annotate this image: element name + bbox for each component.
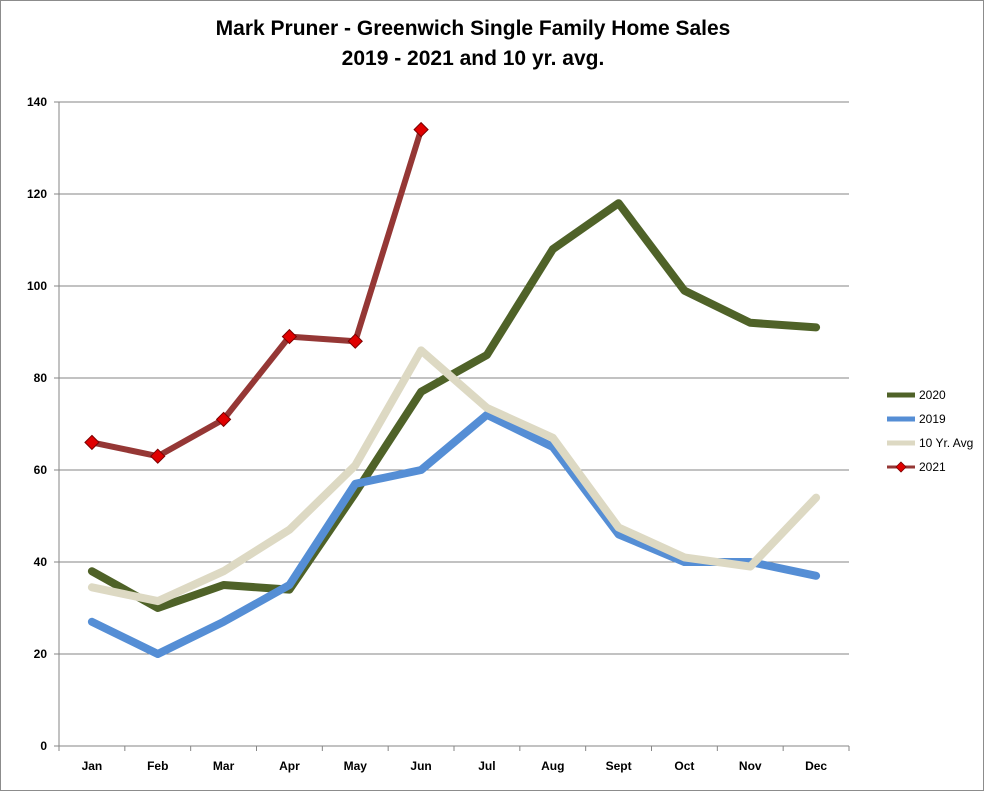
- x-tick-label: Aug: [541, 759, 564, 773]
- x-tick-label: Jun: [410, 759, 431, 773]
- y-tick-label: 140: [27, 95, 47, 109]
- legend-label: 10 Yr. Avg: [919, 436, 973, 450]
- series-line-10-yr-avg: [87, 346, 821, 606]
- data-point-2021: [150, 448, 166, 464]
- x-tick-label: Apr: [279, 759, 300, 773]
- series-line-2019: [87, 410, 821, 658]
- y-tick-label: 80: [34, 371, 48, 385]
- y-tick-label: 40: [34, 555, 48, 569]
- x-tick-label: Mar: [213, 759, 235, 773]
- series-markers: [84, 121, 429, 464]
- axes: [54, 101, 850, 751]
- x-tick-label: Jan: [82, 759, 103, 773]
- y-tick-label: 20: [34, 647, 48, 661]
- data-point-2021: [347, 333, 363, 349]
- tick-labels: 0 20 40 60 80 100 120 140 Jan Feb Mar Apr May Jun Jul A…: [27, 95, 827, 773]
- legend-marker: [895, 461, 907, 473]
- series-line-2021: [88, 126, 425, 460]
- x-tick-label: Oct: [674, 759, 694, 773]
- chart-title: Mark Pruner - Greenwich Single Family Ho…: [215, 17, 731, 40]
- legend-label: 2021: [919, 460, 946, 474]
- y-tick-label: 100: [27, 279, 47, 293]
- legend-label: 2019: [919, 412, 946, 426]
- x-tick-label: Dec: [805, 759, 827, 773]
- y-tick-label: 0: [40, 739, 47, 753]
- data-point-2021: [84, 434, 100, 451]
- y-tick-label: 60: [34, 463, 48, 477]
- x-tick-label: Nov: [739, 759, 762, 773]
- legend-label: 2020: [919, 388, 946, 402]
- series-lines: [87, 126, 821, 658]
- x-tick-label: Jul: [478, 759, 495, 773]
- x-tick-label: May: [344, 759, 368, 773]
- x-tick-label: Feb: [147, 759, 168, 773]
- data-point-2021: [281, 328, 298, 345]
- data-point-2021: [413, 121, 429, 138]
- x-tick-label: Sept: [606, 759, 632, 773]
- series-line-2020: [87, 199, 821, 612]
- chart-subtitle: 2019 - 2021 and 10 yr. avg.: [341, 47, 605, 70]
- data-point-2021: [215, 411, 232, 428]
- y-tick-label: 120: [27, 187, 47, 201]
- legend: 2020 2019 10 Yr. Avg 2021: [887, 388, 973, 474]
